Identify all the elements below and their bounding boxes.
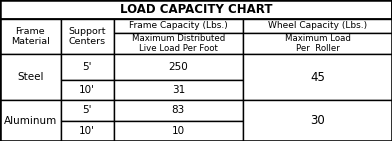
Text: Maximum Distributed
Live Load Per Foot: Maximum Distributed Live Load Per Foot [132, 34, 225, 53]
Text: LOAD CAPACITY CHART: LOAD CAPACITY CHART [120, 3, 272, 16]
Text: Aluminum: Aluminum [4, 116, 57, 125]
Text: Support
Centers: Support Centers [69, 27, 106, 46]
Bar [243, 19, 392, 33]
Bar [243, 33, 392, 54]
Bar [61, 121, 114, 141]
Bar [61, 80, 114, 100]
Text: Frame Capacity (Lbs.): Frame Capacity (Lbs.) [129, 21, 228, 30]
Bar [114, 80, 243, 100]
Text: 83: 83 [172, 105, 185, 115]
Text: 5': 5' [82, 105, 92, 115]
Text: 31: 31 [172, 85, 185, 95]
Text: 5': 5' [82, 62, 92, 72]
Text: 10': 10' [79, 126, 95, 136]
Text: 30: 30 [310, 114, 325, 127]
Bar [0, 19, 61, 54]
Bar [243, 100, 392, 141]
Bar [114, 33, 243, 54]
Bar [114, 121, 243, 141]
Text: 10': 10' [79, 85, 95, 95]
Text: 250: 250 [169, 62, 188, 72]
Text: 10: 10 [172, 126, 185, 136]
Text: Steel: Steel [17, 72, 44, 82]
Bar [61, 19, 114, 54]
Bar [114, 100, 243, 121]
Bar [114, 19, 243, 33]
Bar [0, 54, 61, 100]
Bar [61, 54, 114, 80]
Bar [0, 100, 61, 141]
Text: Wheel Capacity (Lbs.): Wheel Capacity (Lbs.) [268, 21, 367, 30]
Text: Maximum Load
Per  Roller: Maximum Load Per Roller [285, 34, 350, 53]
Bar [243, 54, 392, 100]
Bar [0, 0, 392, 19]
Text: Frame
Material: Frame Material [11, 27, 50, 46]
Bar [114, 54, 243, 80]
Bar [61, 100, 114, 121]
Text: 45: 45 [310, 71, 325, 84]
